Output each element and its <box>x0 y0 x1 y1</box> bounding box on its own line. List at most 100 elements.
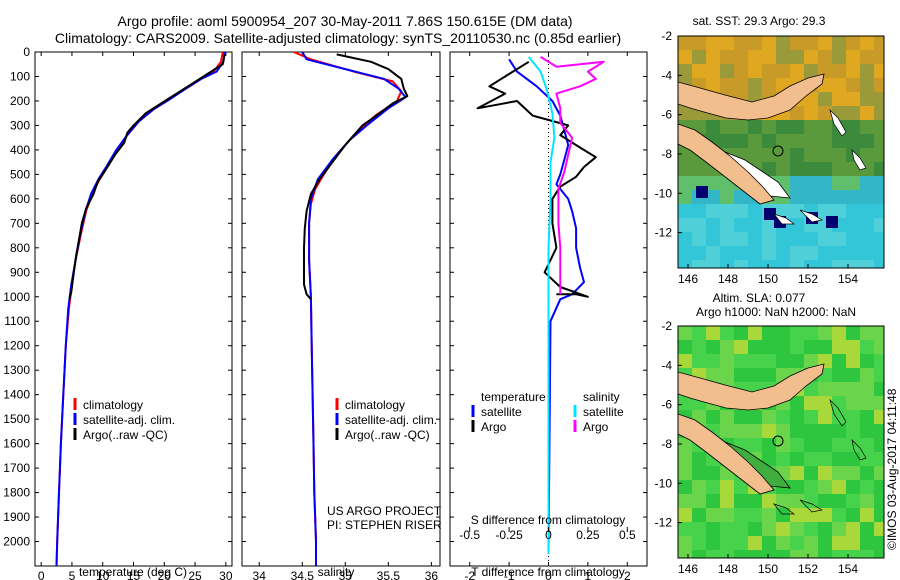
field-cell <box>706 50 720 64</box>
sla-field-cells <box>678 326 884 558</box>
temperature-x-label: temperature (deg C) <box>79 565 187 579</box>
field-cell <box>818 452 832 466</box>
field-cell <box>762 424 776 438</box>
field-cell <box>804 246 818 260</box>
field-cell <box>860 536 874 550</box>
field-cell <box>776 410 790 424</box>
field-cell <box>832 480 846 494</box>
lat-tick-label: -4 <box>661 358 672 372</box>
field-cell <box>748 64 762 78</box>
field-cell <box>678 232 692 246</box>
x-tick-label: 20 <box>158 569 172 580</box>
project-credit-line2: PI: STEPHEN RISER <box>327 518 442 532</box>
field-cell <box>776 424 790 438</box>
lon-tick-label: 154 <box>838 562 858 576</box>
small-islands <box>772 108 867 225</box>
field-cell <box>678 260 692 268</box>
field-cell <box>804 92 818 106</box>
field-cell <box>748 410 762 424</box>
field-cell <box>706 480 720 494</box>
field-cell <box>734 218 748 232</box>
depth-tick-label: 300 <box>10 118 30 132</box>
sla-map-frame <box>677 325 885 559</box>
salinity-x-label: salinity <box>318 565 355 579</box>
field-cell <box>734 120 748 134</box>
field-cell <box>860 204 874 218</box>
field-cell <box>762 162 776 176</box>
lon-tick-label: 146 <box>678 562 698 576</box>
field-cell <box>706 78 720 92</box>
temperature-depth-axis: 0 100 200 300 400 500 600 700 800 900 1000 1100 1200… <box>3 45 232 549</box>
field-cell <box>748 36 762 50</box>
field-cell <box>706 354 720 368</box>
field-cell <box>832 550 846 558</box>
difference-x-axis: -2 -1 0 1 2 <box>450 51 647 580</box>
field-cell <box>734 550 748 558</box>
field-cell <box>818 340 832 354</box>
field-cell <box>846 354 860 368</box>
field-cell <box>860 246 874 260</box>
field-cell <box>804 340 818 354</box>
field-cell <box>860 382 874 396</box>
field-cell <box>804 410 818 424</box>
field-cell <box>874 64 884 78</box>
field-cell <box>818 50 832 64</box>
field-cell <box>762 232 776 246</box>
field-cell <box>818 550 832 558</box>
field-cell <box>678 354 692 368</box>
field-cell <box>790 106 804 120</box>
field-cell <box>874 424 884 438</box>
s-diff-tick-label: 0.5 <box>619 528 636 542</box>
field-cell <box>776 204 790 218</box>
salinity-difference-label: S difference from climatology <box>471 513 626 527</box>
field-cell <box>748 494 762 508</box>
field-cell <box>734 260 748 268</box>
field-cell <box>692 232 706 246</box>
field-cell <box>748 536 762 550</box>
field-cell <box>874 190 884 204</box>
lon-tick-label: 150 <box>758 272 778 286</box>
field-cell <box>692 522 706 536</box>
lat-tick-label: -2 <box>661 319 672 333</box>
field-cell <box>860 176 874 190</box>
x-tick-label: 34 <box>253 569 267 580</box>
depth-tick-label: 1500 <box>3 412 30 426</box>
field-cell <box>720 522 734 536</box>
field-cell <box>748 218 762 232</box>
sla-map-title-line2: Argo h1000: NaN h2000: NaN <box>696 305 856 319</box>
field-cell <box>860 218 874 232</box>
field-cell <box>776 438 790 452</box>
legend-header-salinity: salinity <box>583 390 620 404</box>
field-cell <box>706 260 720 268</box>
field-cell <box>846 368 860 382</box>
field-cell <box>706 410 720 424</box>
field-cell <box>734 368 748 382</box>
field-cell <box>706 550 720 558</box>
field-cell <box>818 36 832 50</box>
field-cell <box>860 354 874 368</box>
field-cell <box>846 480 860 494</box>
field-cell <box>748 508 762 522</box>
x-tick-label: 35 <box>339 569 353 580</box>
field-cell <box>692 64 706 78</box>
temperature-panel: 0100200300400500600700800900100011001200… <box>3 45 233 580</box>
field-cell <box>734 480 748 494</box>
depth-tick-label: 1100 <box>4 314 30 328</box>
depth-tick-label: 500 <box>10 167 30 181</box>
field-cell <box>846 92 860 106</box>
field-cell <box>874 218 884 232</box>
field-cell <box>706 340 720 354</box>
field-cell <box>734 522 748 536</box>
field-cell <box>846 232 860 246</box>
field-cell <box>790 452 804 466</box>
field-cell <box>818 480 832 494</box>
field-cell <box>706 246 720 260</box>
imos-watermark: ©IMOS 03-Aug-2017 04:11:48 <box>885 388 899 550</box>
field-cell <box>692 50 706 64</box>
x-tick-label: -1 <box>504 569 515 580</box>
field-cell <box>720 260 734 268</box>
field-cell <box>720 424 734 438</box>
field-cell <box>860 148 874 162</box>
sst-missing-block <box>826 216 838 228</box>
lon-tick-label: 148 <box>718 562 738 576</box>
